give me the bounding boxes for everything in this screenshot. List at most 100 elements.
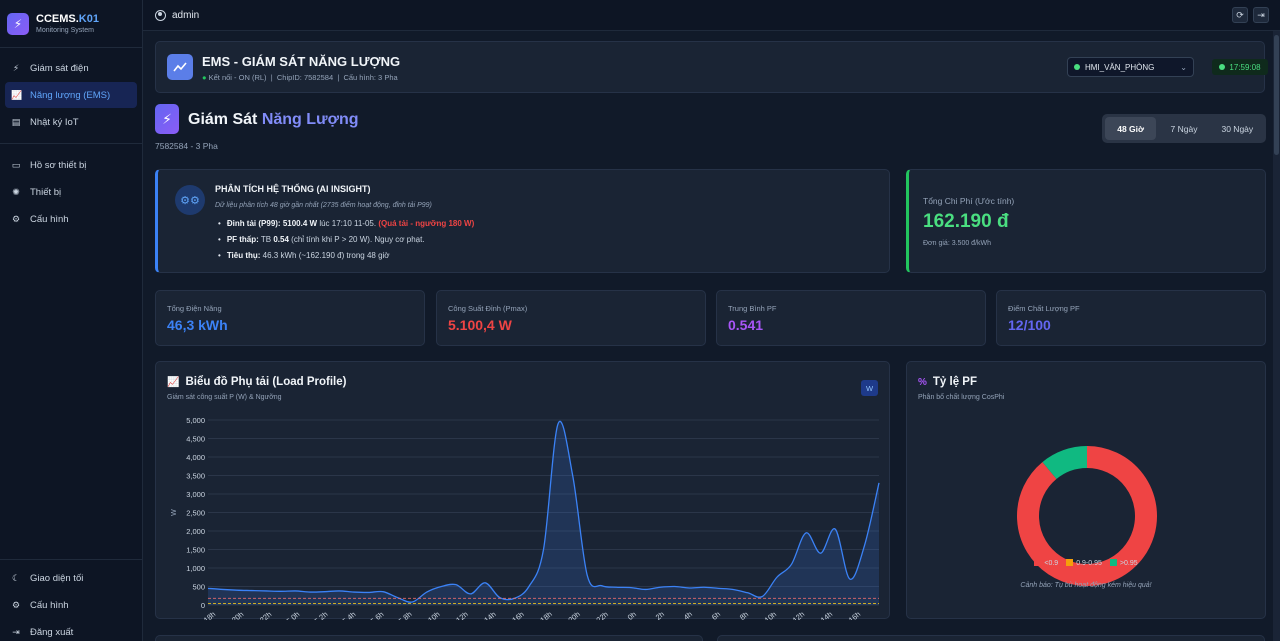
- stat-value: 5.100,4 W: [448, 317, 512, 333]
- page-title-main: Giám Sát: [188, 111, 258, 128]
- live-dot-icon: [1219, 64, 1226, 70]
- load-chart-title: 📈 Biểu đồ Phụ tải (Load Profile): [167, 376, 346, 388]
- bolt-icon: ⚡: [155, 104, 179, 134]
- load-chart-subtitle: Giám sát công suất P (W) & Ngưỡng: [167, 394, 282, 401]
- insight-title: PHÂN TÍCH HỆ THỐNG (AI INSIGHT): [215, 184, 371, 194]
- header-title: EMS - GIÁM SÁT NĂNG LƯỢNG: [202, 54, 401, 69]
- brand-subtitle: Monitoring System: [36, 27, 94, 34]
- usage-value: 46.3 kWh (~162.190 đ) trong 48 giờ: [262, 251, 390, 260]
- pf-slice[interactable]: [1017, 446, 1157, 586]
- x-tick-label: 12h: [791, 610, 806, 620]
- pf-chart-subtitle: Phân bổ chất lượng CosPhi: [918, 394, 1005, 401]
- legend-item[interactable]: 0.9-0.95: [1066, 559, 1102, 567]
- sidebar-item-nhat-ky-iot[interactable]: ▤ Nhật ký IoT: [5, 109, 137, 135]
- bottom-cards-edge: [155, 635, 1265, 641]
- x-tick-label: 11/5 2h: [305, 610, 330, 620]
- y-tick-label: 0: [201, 601, 205, 610]
- y-tick-label: 4,000: [186, 453, 205, 462]
- stat-peak-power: Công Suất Đỉnh (Pmax) 5.100,4 W: [436, 290, 706, 346]
- gear-icon: ⚙: [11, 599, 21, 610]
- x-tick-label: 11/5 12h: [442, 610, 470, 620]
- scrollbar-thumb[interactable]: [1274, 35, 1279, 155]
- clock-time: 17:59:08: [1229, 62, 1261, 72]
- legend-swatch: [1034, 559, 1042, 566]
- device-select[interactable]: HMI_VĂN_PHÒNG ⌄: [1067, 57, 1194, 77]
- usage-label: Tiêu thụ:: [226, 251, 261, 260]
- sidebar-item-ho-so-thiet-bi[interactable]: ▭ Hồ sơ thiết bị: [5, 152, 137, 178]
- range-7d-button[interactable]: 7 Ngày: [1170, 123, 1198, 134]
- percent-icon: %: [918, 376, 927, 388]
- insight-list: Đỉnh tải (P99): 5100.4 W lúc 17:10 11-05…: [218, 216, 474, 264]
- page-subtitle: 7582584 - 3 Pha: [155, 141, 218, 151]
- y-tick-label: 2,000: [186, 527, 205, 536]
- clipboard-icon: ▤: [11, 116, 21, 127]
- sidebar-item-label: Giám sát điện: [30, 62, 89, 74]
- x-tick-label: 11/5 18h: [526, 610, 554, 620]
- x-tick-label: 2h: [654, 610, 666, 620]
- legend-item[interactable]: <0.9: [1034, 559, 1058, 567]
- unit-toggle-button[interactable]: W: [861, 380, 878, 396]
- header-status-line: ● Kết nối - ON (RL) | ChipID: 7582584 | …: [202, 73, 398, 82]
- username: admin: [172, 9, 200, 21]
- y-axis-label: W: [171, 509, 178, 516]
- sidebar-item-label: Năng lượng (EMS): [30, 89, 111, 101]
- y-tick-label: 4,500: [186, 435, 205, 444]
- scrollbar[interactable]: [1273, 31, 1280, 641]
- x-tick-label: 10/5 20h: [217, 610, 245, 620]
- divider: [0, 143, 142, 144]
- stat-label: Công Suất Đỉnh (Pmax): [448, 304, 528, 313]
- stat-total-energy: Tổng Điện Năng 46,3 kWh: [155, 290, 425, 346]
- card-edge: [717, 635, 1265, 641]
- x-tick-label: 4h: [682, 610, 694, 620]
- theme-toggle[interactable]: ☾ Giao diện tối: [5, 565, 137, 591]
- load-profile-chart[interactable]: 5,000 4,500 4,000 3,500 3,000 2,500 2,000 1,500…: [156, 362, 891, 620]
- sidebar-item-thiet-bi[interactable]: ✺ Thiết bị: [5, 179, 137, 205]
- y-tick-label: 2,500: [186, 509, 205, 518]
- main-content: EMS - GIÁM SÁT NĂNG LƯỢNG ● Kết nối - ON…: [143, 31, 1280, 641]
- pf-slice[interactable]: [1042, 446, 1088, 480]
- sidebar-item-giam-sat-dien[interactable]: ⚡ Giám sát điện: [5, 55, 137, 81]
- stat-average-pf: Trung Bình PF 0.541: [716, 290, 986, 346]
- range-48h-button[interactable]: 48 Giờ: [1105, 117, 1157, 140]
- chart-line-icon: [167, 54, 193, 80]
- pf-label: PF thấp:: [226, 235, 259, 244]
- x-tick-label: 11/5 22h: [582, 610, 610, 620]
- pf-warning: Cảnh báo: Tụ bù hoạt động kém hiệu quả!: [1020, 582, 1152, 589]
- range-30d-button[interactable]: 30 Ngày: [1221, 123, 1254, 134]
- pf-donut-chart[interactable]: [907, 402, 1267, 602]
- logout-link[interactable]: ⇥ Đăng xuất: [5, 619, 137, 641]
- x-tick-label: 11/5 4h: [333, 610, 358, 620]
- id-card-icon: ▭: [11, 159, 21, 170]
- user-icon: [155, 9, 166, 21]
- peak-warning: (Quá tải - ngưỡng 180 W): [378, 219, 475, 228]
- load-series-line: [207, 420, 880, 603]
- pf-note: (chỉ tính khi P > 20 W). Nguy cơ phạt.: [291, 235, 425, 244]
- x-tick-label: 10h: [763, 610, 778, 620]
- x-tick-label: 11/5 16h: [498, 610, 526, 620]
- stat-pf-quality: Điểm Chất Lượng PF 12/100: [996, 290, 1266, 346]
- peak-time: lúc 17:10 11-05.: [319, 219, 377, 228]
- sidebar-item-nang-luong[interactable]: 📈 Năng lượng (EMS): [5, 82, 137, 108]
- unit-price: Đơn giá: 3.500 đ/kWh: [923, 240, 992, 247]
- logout-icon: ⇥: [12, 626, 20, 637]
- cost-label: Tổng Chi Phí (Ước tính): [923, 196, 1015, 206]
- refresh-button[interactable]: ⟳: [1232, 7, 1248, 23]
- sidebar-item-cau-hinh[interactable]: ⚙ Cấu hình: [5, 206, 137, 232]
- clock-badge: 17:59:08: [1212, 59, 1268, 75]
- sidebar-item-settings[interactable]: ⚙ Cấu hình: [5, 592, 137, 618]
- peak-value: 5100.4 W: [282, 219, 318, 228]
- logout-button[interactable]: ⇥: [1253, 7, 1269, 23]
- list-item: Tiêu thụ: 46.3 kWh (~162.190 đ) trong 48…: [218, 248, 474, 264]
- load-chart-title-text: Biểu đồ Phụ tải (Load Profile): [185, 376, 347, 388]
- legend-item[interactable]: >0.95: [1109, 559, 1138, 567]
- brand-name-accent: K01: [78, 13, 99, 25]
- page-title: Giám Sát Năng Lượng: [188, 111, 359, 129]
- chart-line-icon: 📈: [167, 376, 180, 388]
- x-tick-label: 10/5 18h: [189, 610, 217, 620]
- load-area: [208, 421, 879, 605]
- y-tick-label: 3,000: [186, 490, 205, 499]
- peak-label: Đỉnh tải (P99):: [226, 219, 281, 228]
- legend-swatch: [1066, 559, 1074, 566]
- sidebar-item-label: Đăng xuất: [30, 626, 74, 638]
- list-item: PF thấp: TB 0.54 (chỉ tính khi P > 20 W)…: [218, 232, 474, 248]
